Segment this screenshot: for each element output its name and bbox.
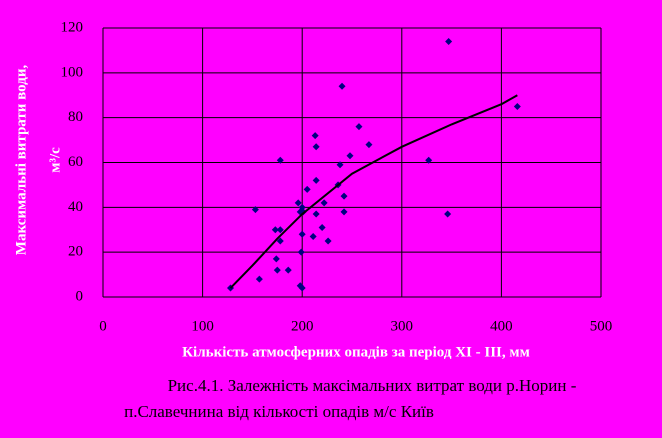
point [272,255,280,263]
x-tick-label: 0 [99,318,107,334]
point [513,102,521,110]
point [320,199,328,207]
point [425,156,433,164]
point [251,206,259,214]
caption: п.Славечнина від кількості опадів м/с Ки… [124,402,434,421]
point [318,224,326,232]
y-tick-label: 100 [61,64,84,80]
y-axis-label: Максимальні витрати води, [13,65,29,256]
point [298,230,306,238]
trend-line [229,94,518,289]
y-tick-label: 40 [68,199,83,215]
point [276,156,284,164]
point [312,176,320,184]
point [340,208,348,216]
point [276,226,284,234]
x-tick-label: 200 [291,318,314,334]
y-tick-label: 20 [68,244,83,260]
point [312,210,320,218]
point [338,82,346,90]
point [445,37,453,45]
point [340,192,348,200]
y-tick-label: 120 [61,19,84,35]
y-tick-label: 60 [68,154,83,170]
point [297,248,305,256]
point [365,141,373,149]
x-tick-label: 100 [191,318,214,334]
point [276,237,284,245]
point [311,132,319,140]
point [444,210,452,218]
point [271,226,279,234]
point [255,275,263,283]
x-tick-label: 300 [391,318,414,334]
y-axis-unit: м³/с [47,147,63,173]
point [346,152,354,160]
point [355,123,363,131]
x-tick-label: 400 [490,318,513,334]
x-tick-label: 500 [590,318,613,334]
point [336,161,344,169]
caption: Рис.4.1. Залежність максімальних витрат … [168,376,577,395]
point [273,266,281,274]
point [298,284,306,292]
point [324,237,332,245]
point [312,143,320,151]
y-tick-label: 0 [76,288,84,304]
point [303,185,311,193]
point [294,199,302,207]
point [309,232,317,240]
point [284,266,292,274]
x-axis-label: Кількість атмосферних опадів за період Х… [182,344,530,360]
y-tick-label: 80 [68,109,83,125]
